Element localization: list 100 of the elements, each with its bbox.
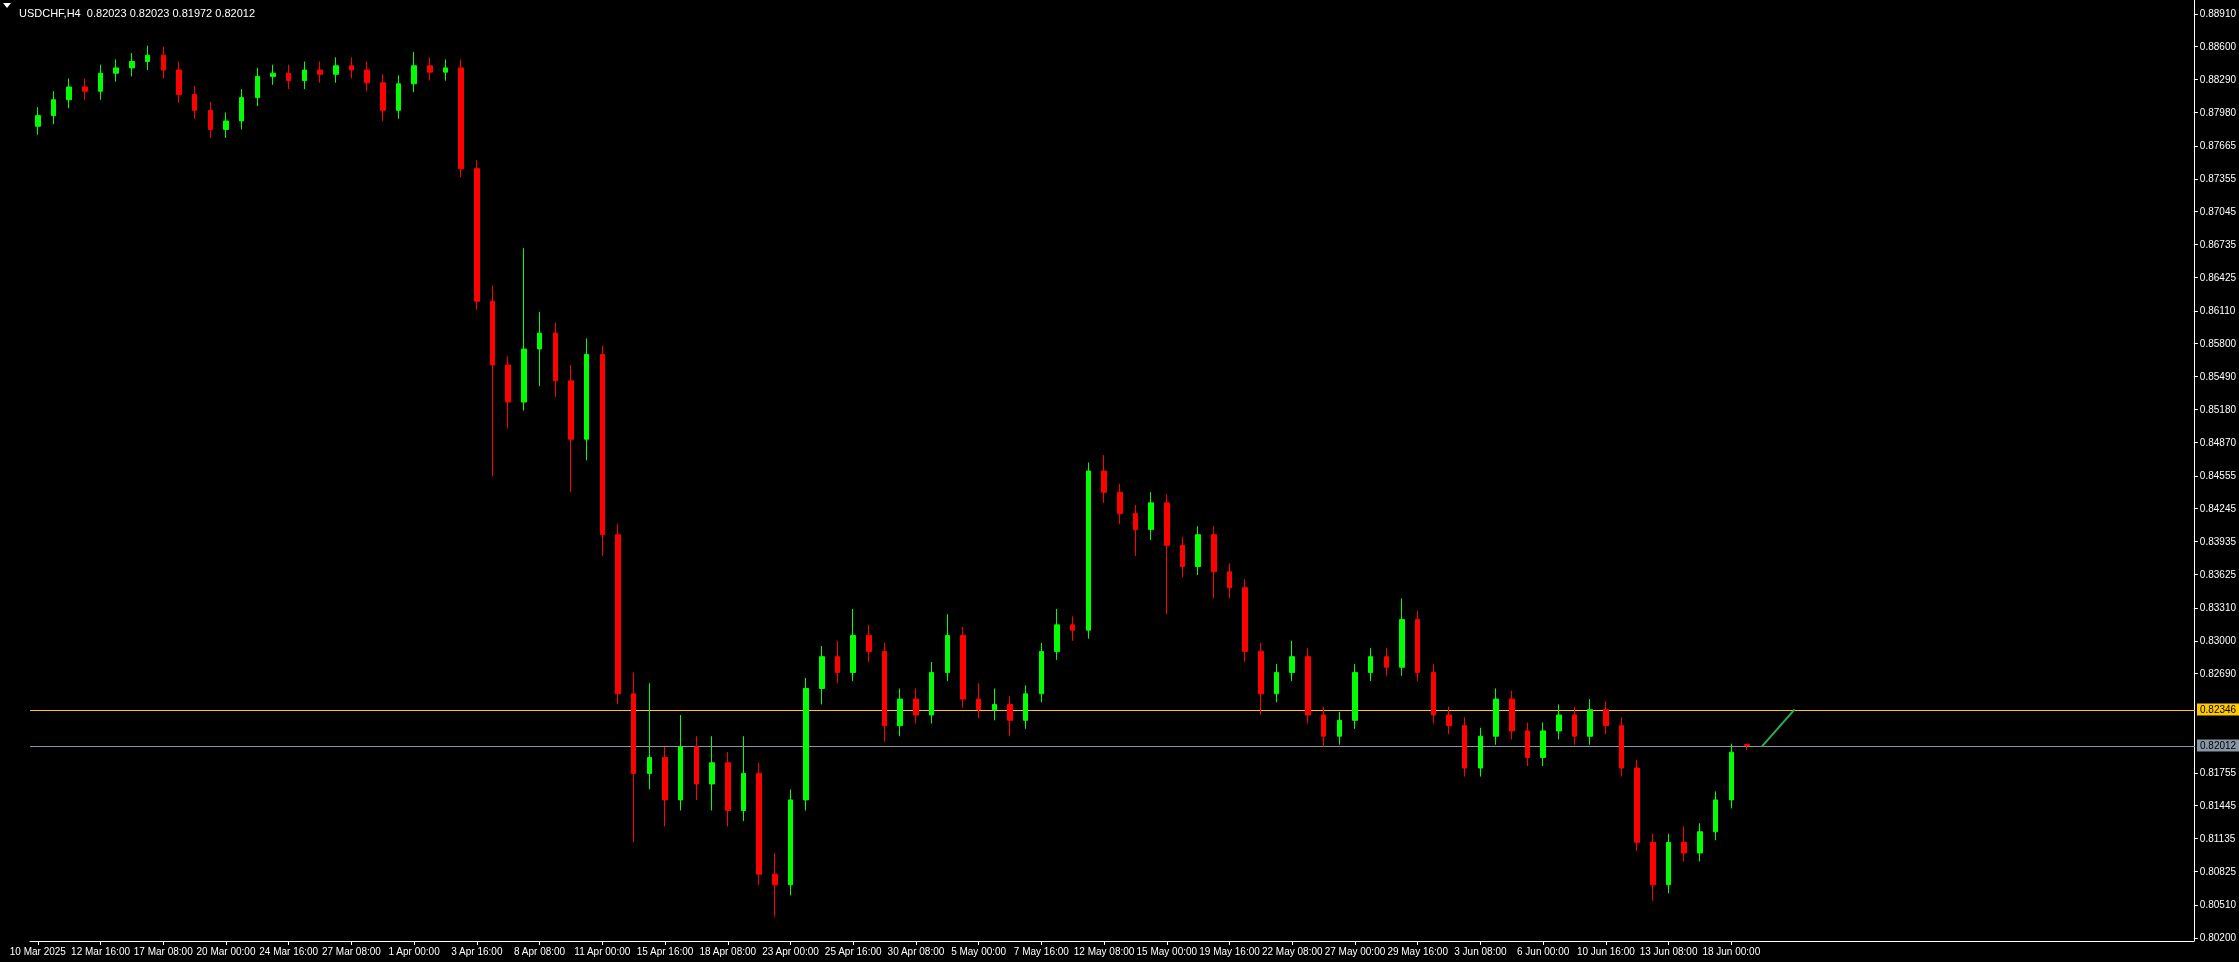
x-tick-label: 13 Jun 08:00 xyxy=(1639,945,1698,957)
candlestick xyxy=(694,735,699,801)
x-tick-label: 6 Jun 00:00 xyxy=(1517,945,1570,957)
y-tick-label: 0.85490 xyxy=(2199,371,2237,383)
candlestick xyxy=(51,90,56,125)
candlestick xyxy=(960,626,966,709)
candlestick xyxy=(1399,597,1405,677)
x-tick-label: 22 May 08:00 xyxy=(1261,945,1323,957)
ref-line-label: 0.82012 xyxy=(2200,740,2237,751)
candlestick xyxy=(349,56,354,80)
y-tick-label: 0.80825 xyxy=(2199,866,2237,878)
candlestick xyxy=(129,52,135,77)
ref-line-label: 0.82346 xyxy=(2200,704,2237,715)
x-tick-label: 27 May 00:00 xyxy=(1324,945,1386,957)
candlestick xyxy=(741,735,746,822)
candlestick xyxy=(458,58,464,178)
x-tick-label: 12 May 08:00 xyxy=(1073,945,1135,957)
x-tick-label: 1 Apr 00:00 xyxy=(388,945,441,957)
candlestick xyxy=(1556,703,1562,740)
candlestick xyxy=(866,624,872,663)
candlestick xyxy=(364,61,370,92)
y-tick-label: 0.83310 xyxy=(2199,602,2237,614)
candlestick xyxy=(992,688,997,721)
candlestick xyxy=(1681,825,1687,862)
candlestick xyxy=(772,852,778,918)
y-tick-label: 0.87045 xyxy=(2199,206,2237,218)
candlestick xyxy=(1289,640,1295,682)
candlestick xyxy=(317,61,323,84)
candlestick xyxy=(505,355,511,430)
candlestick xyxy=(1525,721,1530,767)
candlestick xyxy=(443,58,448,82)
y-tick-label: 0.86425 xyxy=(2199,271,2237,283)
candlestick xyxy=(1540,721,1546,767)
candlestick xyxy=(945,613,950,682)
y-tick-label: 0.87355 xyxy=(2199,173,2237,185)
x-tick-label: 18 Apr 08:00 xyxy=(699,945,757,957)
x-tick-label: 3 Apr 16:00 xyxy=(451,945,503,957)
candlestick xyxy=(1023,684,1028,730)
candlestick xyxy=(913,688,919,725)
y-tick-label: 0.81135 xyxy=(2199,833,2236,845)
candlestick xyxy=(584,337,589,461)
y-tick-label: 0.81755 xyxy=(2199,767,2237,779)
candlestick xyxy=(380,73,386,122)
candlestick xyxy=(1086,462,1091,640)
candlestick xyxy=(882,642,887,743)
candlestick xyxy=(270,64,276,86)
candlestick xyxy=(537,311,542,387)
candlestick xyxy=(1384,647,1389,677)
x-tick-label: 30 Apr 08:00 xyxy=(887,945,945,957)
candlestick xyxy=(490,284,495,477)
candlestick xyxy=(1148,491,1154,541)
candlestick xyxy=(82,78,88,101)
y-tick-label: 0.83625 xyxy=(2199,568,2237,580)
candlestick xyxy=(1666,833,1671,894)
candlestick xyxy=(1195,525,1201,576)
candlestick xyxy=(113,58,119,83)
candlestick xyxy=(819,645,825,705)
x-tick-label: 12 Mar 16:00 xyxy=(71,945,131,957)
candlestick xyxy=(255,67,260,107)
candlestick xyxy=(976,682,981,719)
candlestick xyxy=(286,64,291,90)
x-tick-label: 17 Mar 08:00 xyxy=(133,945,194,957)
candlestick xyxy=(1603,700,1609,735)
y-tick-label: 0.81445 xyxy=(2199,800,2237,812)
text: USDCHF,H4 0.82023 0.82023 0.81972 0.82012 xyxy=(19,6,256,19)
candlestick xyxy=(521,247,527,412)
candlestick xyxy=(1744,743,1750,751)
y-tick-label: 0.87665 xyxy=(2199,140,2237,152)
x-tick-label: 15 May 00:00 xyxy=(1136,945,1198,957)
candlestick xyxy=(1070,615,1075,642)
candlestick xyxy=(161,46,166,80)
candlestick xyxy=(1462,716,1467,778)
x-tick-label: 7 May 16:00 xyxy=(1013,945,1070,957)
y-tick-label: 0.88600 xyxy=(2199,41,2237,53)
candlestick xyxy=(1729,743,1734,809)
candlestick xyxy=(223,111,229,139)
y-tick-label: 0.87980 xyxy=(2199,106,2237,118)
candlestick xyxy=(1587,698,1593,746)
y-tick-label: 0.86110 xyxy=(2199,305,2236,317)
candlestick xyxy=(333,56,339,84)
y-tick-label: 0.85180 xyxy=(2199,404,2237,415)
candlestick xyxy=(803,677,809,812)
candlestick xyxy=(1164,493,1170,615)
candlestick xyxy=(1211,525,1217,599)
candlestick xyxy=(725,751,731,827)
candlestick xyxy=(474,159,480,311)
x-tick-label: 8 Apr 08:00 xyxy=(514,945,566,957)
y-tick-label: 0.80200 xyxy=(2199,932,2237,944)
y-tick-label: 0.85800 xyxy=(2199,338,2237,350)
candlestick xyxy=(1305,647,1311,725)
candlestick xyxy=(568,364,574,493)
candlestick xyxy=(1493,688,1499,746)
x-tick-label: 15 Apr 16:00 xyxy=(636,945,694,957)
candlestick xyxy=(239,88,244,130)
candlestick xyxy=(929,661,934,725)
candlestick xyxy=(1242,578,1248,663)
candlestick xyxy=(1415,610,1420,682)
candlestick xyxy=(1634,759,1640,852)
candlestick xyxy=(1368,647,1373,682)
x-tick-label: 10 Mar 2025 xyxy=(9,945,67,957)
